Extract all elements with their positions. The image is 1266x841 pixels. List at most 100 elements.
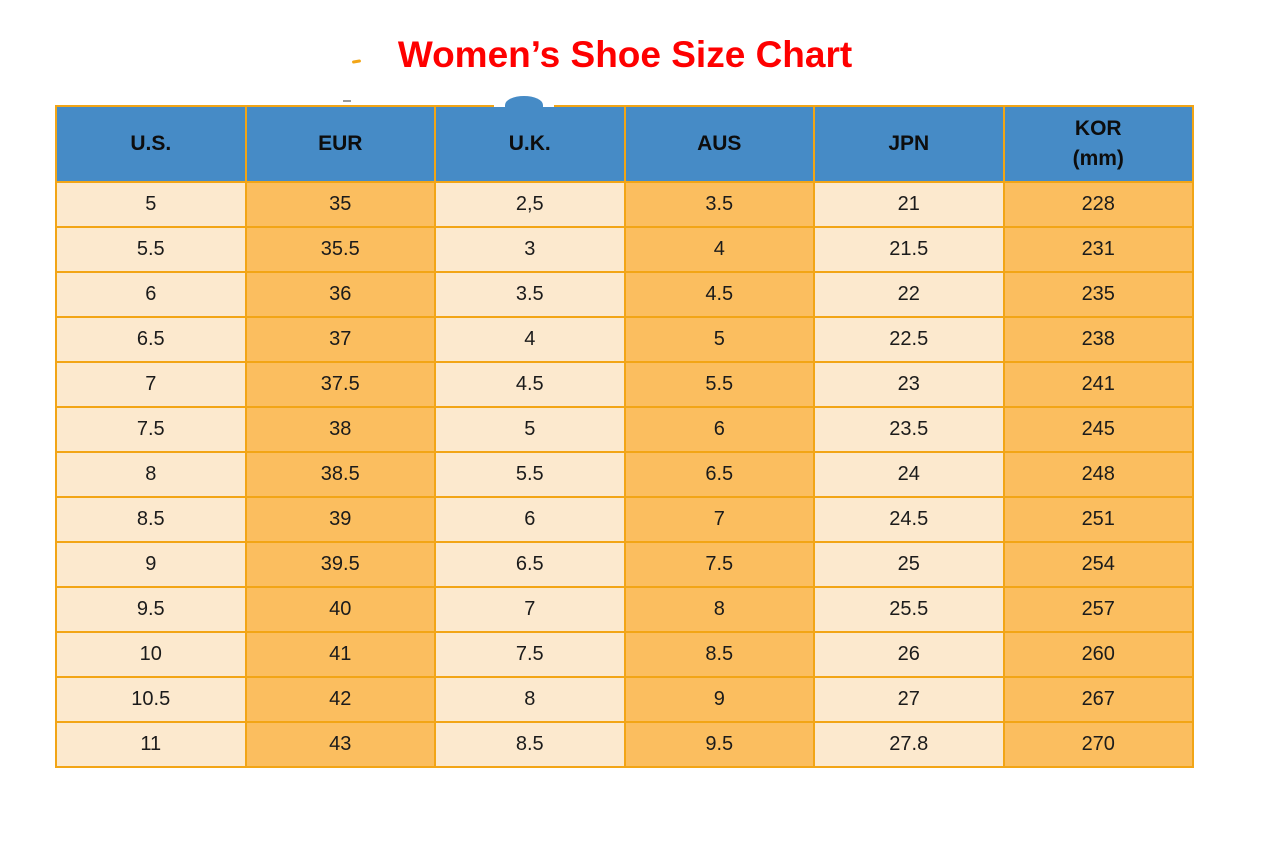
- cell-us: 11: [55, 721, 247, 768]
- table-row: 11 43 8.5 9.5 27.8 270: [55, 721, 1194, 768]
- cell-kor: 231: [1002, 226, 1194, 273]
- cell-jpn: 23.5: [813, 406, 1005, 453]
- column-header-kor: KOR (mm): [1002, 105, 1194, 183]
- table-row: 7 37.5 4.5 5.5 23 241: [55, 361, 1194, 408]
- cell-us: 7.5: [55, 406, 247, 453]
- cell-us: 10.5: [55, 676, 247, 723]
- cell-us: 5.5: [55, 226, 247, 273]
- cell-kor: 257: [1002, 586, 1194, 633]
- blue-notch-artifact: [505, 96, 543, 109]
- cell-uk: 6.5: [434, 541, 626, 588]
- cell-eur: 41: [244, 631, 436, 678]
- table-header-row: U.S. EUR U.K. AUS JPN KOR (mm): [55, 105, 1194, 183]
- cell-eur: 35.5: [244, 226, 436, 273]
- cell-jpn: 25.5: [813, 586, 1005, 633]
- table-row: 7.5 38 5 6 23.5 245: [55, 406, 1194, 453]
- cell-jpn: 21: [813, 181, 1005, 228]
- table-row: 9.5 40 7 8 25.5 257: [55, 586, 1194, 633]
- table-body: 5 35 2,5 3.5 21 228 5.5 35.5 3 4 21.5 231 6 36 3.5 4.5 2…: [55, 181, 1194, 768]
- table-row: 8 38.5 5.5 6.5 24 248: [55, 451, 1194, 498]
- cell-kor: 254: [1002, 541, 1194, 588]
- cell-aus: 8.5: [623, 631, 815, 678]
- cell-us: 6.5: [55, 316, 247, 363]
- cell-jpn: 27: [813, 676, 1005, 723]
- cell-aus: 4.5: [623, 271, 815, 318]
- cell-uk: 8: [434, 676, 626, 723]
- cell-us: 9.5: [55, 586, 247, 633]
- cell-aus: 5.5: [623, 361, 815, 408]
- cell-uk: 5: [434, 406, 626, 453]
- cell-kor: 270: [1002, 721, 1194, 768]
- cell-uk: 7.5: [434, 631, 626, 678]
- table-row: 5 35 2,5 3.5 21 228: [55, 181, 1194, 228]
- cell-eur: 37: [244, 316, 436, 363]
- cell-jpn: 25: [813, 541, 1005, 588]
- table-row: 10 41 7.5 8.5 26 260: [55, 631, 1194, 678]
- column-header-jpn: JPN: [813, 105, 1005, 183]
- size-chart-table: U.S. EUR U.K. AUS JPN KOR (mm) 5 35 2,5 3.5 21 228 5…: [55, 105, 1194, 768]
- column-header-us: U.S.: [55, 105, 247, 183]
- table-row: 5.5 35.5 3 4 21.5 231: [55, 226, 1194, 273]
- cell-jpn: 21.5: [813, 226, 1005, 273]
- column-header-uk: U.K.: [434, 105, 626, 183]
- page-title: Women’s Shoe Size Chart: [397, 34, 853, 75]
- cell-jpn: 24: [813, 451, 1005, 498]
- cell-aus: 5: [623, 316, 815, 363]
- cell-aus: 6: [623, 406, 815, 453]
- cell-eur: 36: [244, 271, 436, 318]
- table-header: U.S. EUR U.K. AUS JPN KOR (mm): [55, 105, 1194, 183]
- cell-us: 9: [55, 541, 247, 588]
- cell-uk: 2,5: [434, 181, 626, 228]
- cell-us: 5: [55, 181, 247, 228]
- cell-eur: 40: [244, 586, 436, 633]
- cell-uk: 4.5: [434, 361, 626, 408]
- cell-jpn: 22.5: [813, 316, 1005, 363]
- table-row: 8.5 39 6 7 24.5 251: [55, 496, 1194, 543]
- table-row: 10.5 42 8 9 27 267: [55, 676, 1194, 723]
- cell-aus: 4: [623, 226, 815, 273]
- cell-us: 8: [55, 451, 247, 498]
- cell-jpn: 26: [813, 631, 1005, 678]
- cell-us: 10: [55, 631, 247, 678]
- cell-eur: 38: [244, 406, 436, 453]
- gray-speck-artifact: [343, 100, 351, 102]
- cell-us: 8.5: [55, 496, 247, 543]
- cell-aus: 8: [623, 586, 815, 633]
- cell-uk: 6: [434, 496, 626, 543]
- cell-kor: 228: [1002, 181, 1194, 228]
- cell-kor: 251: [1002, 496, 1194, 543]
- cell-eur: 35: [244, 181, 436, 228]
- cell-eur: 42: [244, 676, 436, 723]
- table-row: 6 36 3.5 4.5 22 235: [55, 271, 1194, 318]
- cell-us: 7: [55, 361, 247, 408]
- cell-kor: 235: [1002, 271, 1194, 318]
- cell-uk: 3: [434, 226, 626, 273]
- cell-jpn: 23: [813, 361, 1005, 408]
- cell-uk: 4: [434, 316, 626, 363]
- cell-aus: 7: [623, 496, 815, 543]
- cell-kor: 245: [1002, 406, 1194, 453]
- cell-aus: 7.5: [623, 541, 815, 588]
- cell-kor: 241: [1002, 361, 1194, 408]
- cell-jpn: 24.5: [813, 496, 1005, 543]
- cell-uk: 8.5: [434, 721, 626, 768]
- cell-eur: 37.5: [244, 361, 436, 408]
- column-header-aus: AUS: [623, 105, 815, 183]
- cell-aus: 6.5: [623, 451, 815, 498]
- cell-kor: 238: [1002, 316, 1194, 363]
- cell-aus: 3.5: [623, 181, 815, 228]
- cell-kor: 267: [1002, 676, 1194, 723]
- cell-eur: 38.5: [244, 451, 436, 498]
- table-row: 6.5 37 4 5 22.5 238: [55, 316, 1194, 363]
- cell-uk: 7: [434, 586, 626, 633]
- cell-jpn: 22: [813, 271, 1005, 318]
- cell-kor: 248: [1002, 451, 1194, 498]
- column-header-eur: EUR: [244, 105, 436, 183]
- cell-kor: 260: [1002, 631, 1194, 678]
- cell-eur: 39.5: [244, 541, 436, 588]
- cell-uk: 5.5: [434, 451, 626, 498]
- cell-jpn: 27.8: [813, 721, 1005, 768]
- table-row: 9 39.5 6.5 7.5 25 254: [55, 541, 1194, 588]
- cell-aus: 9.5: [623, 721, 815, 768]
- cell-eur: 39: [244, 496, 436, 543]
